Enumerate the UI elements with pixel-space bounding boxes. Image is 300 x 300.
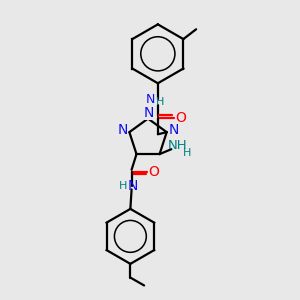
Text: O: O	[175, 111, 186, 124]
Text: N: N	[117, 123, 128, 137]
Text: N: N	[145, 93, 155, 106]
Text: H: H	[118, 182, 127, 191]
Text: H: H	[183, 148, 191, 158]
Text: N: N	[144, 106, 154, 120]
Text: H: H	[156, 97, 164, 107]
Text: NH: NH	[167, 139, 187, 152]
Text: N: N	[168, 123, 179, 137]
Text: O: O	[149, 165, 160, 179]
Text: N: N	[128, 179, 138, 194]
